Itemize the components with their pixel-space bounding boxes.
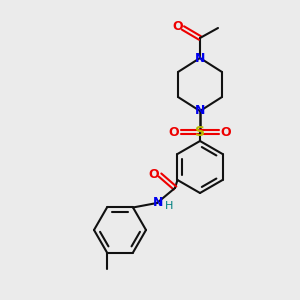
Text: N: N [195,104,205,118]
Text: O: O [149,167,159,181]
Text: O: O [173,20,183,34]
Text: N: N [153,196,163,209]
Text: H: H [165,201,173,211]
Text: N: N [195,52,205,64]
Text: O: O [221,125,231,139]
Text: O: O [169,125,179,139]
Text: S: S [195,125,205,139]
